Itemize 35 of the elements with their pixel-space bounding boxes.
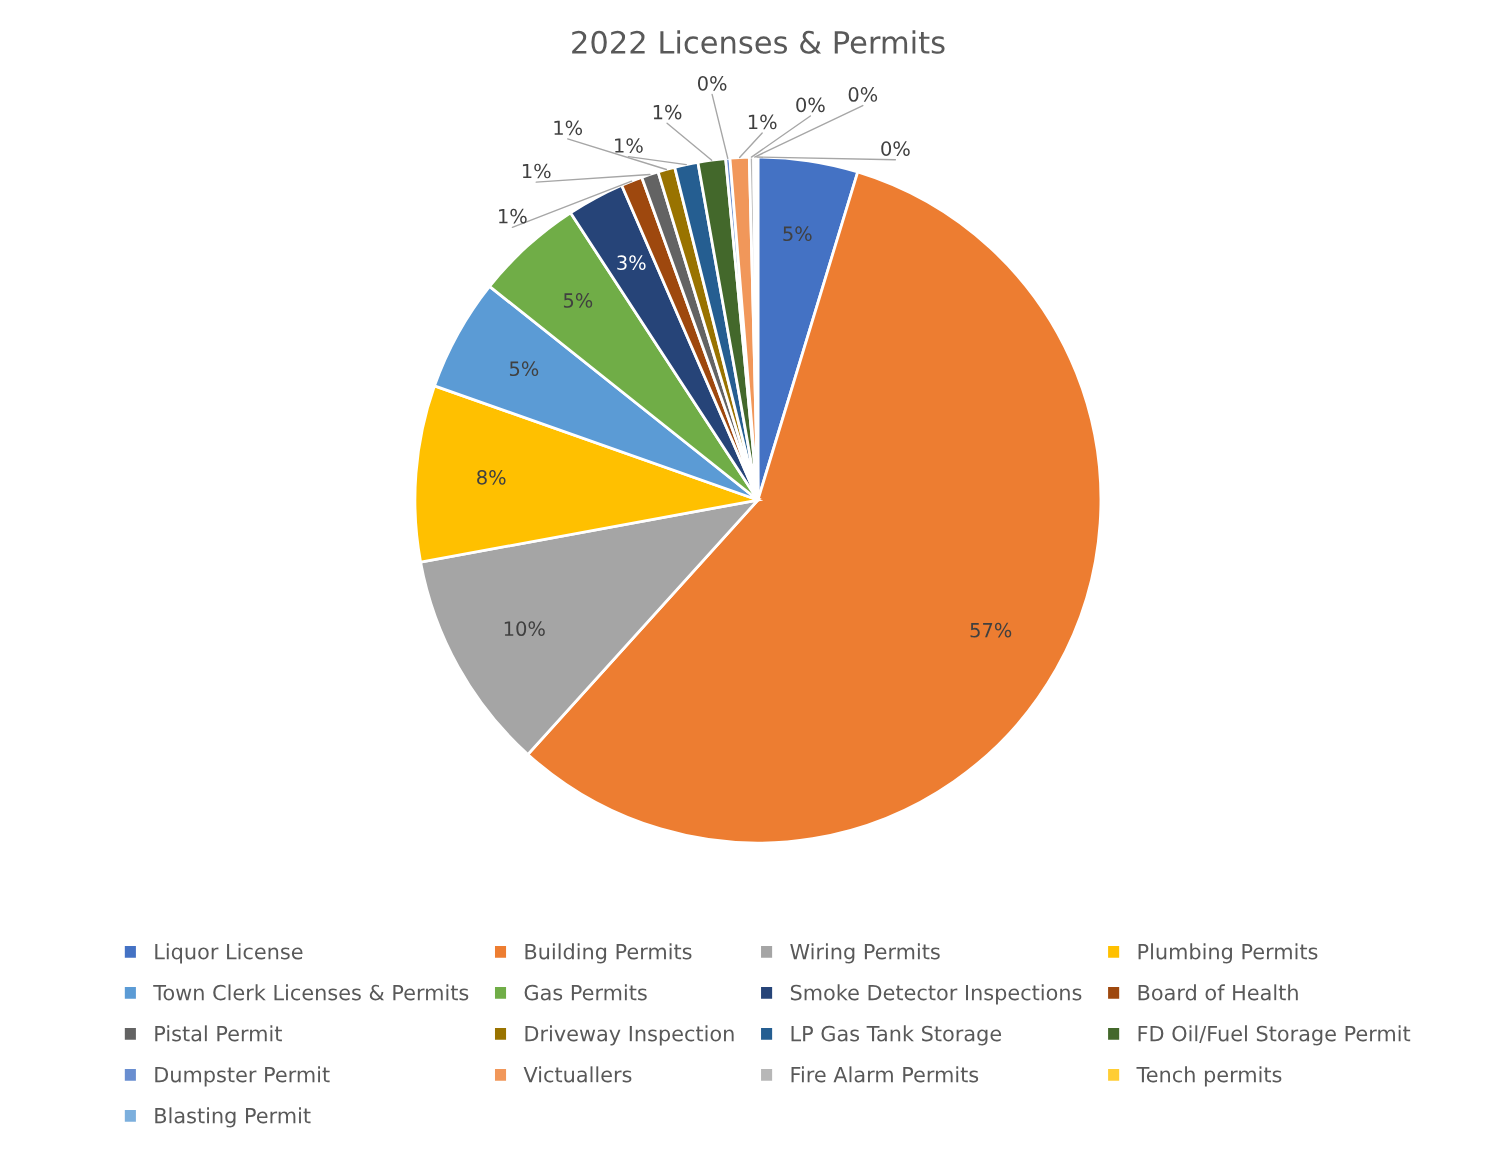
legend-label: Smoke Detector Inspections bbox=[790, 984, 1082, 1005]
legend-label: Plumbing Permits bbox=[1138, 943, 1318, 964]
legend-label: Wiring Permits bbox=[790, 943, 940, 964]
data-label: 0% bbox=[881, 141, 910, 156]
legend-label: Dumpster Permit bbox=[155, 1066, 330, 1087]
legend-label: Victuallers bbox=[523, 1066, 632, 1083]
data-label: 5% bbox=[509, 361, 539, 377]
legend-label: Blasting Permit bbox=[155, 1107, 311, 1128]
data-label: 0% bbox=[796, 97, 825, 113]
data-label: 1% bbox=[615, 138, 643, 153]
data-label: 0% bbox=[697, 75, 727, 91]
chart-title: 2022 Licenses & Permits bbox=[572, 30, 945, 54]
data-label: 8% bbox=[477, 469, 506, 485]
data-label: 1% bbox=[653, 104, 682, 120]
data-label: 5% bbox=[563, 293, 593, 308]
data-label: 1% bbox=[554, 120, 583, 136]
data-label: 1% bbox=[522, 163, 551, 179]
data-label: 57% bbox=[970, 622, 1012, 638]
legend-label: Driveway Inspection bbox=[525, 1025, 734, 1046]
legend-label: Town Clerk Licenses & Permits bbox=[153, 984, 469, 1001]
legend-label: Liquor License bbox=[155, 943, 303, 964]
legend-label: FD Oil/Fuel Storage Permit bbox=[1138, 1025, 1411, 1046]
data-label: 10% bbox=[504, 621, 545, 637]
legend-label: Fire Alarm Permits bbox=[791, 1066, 979, 1083]
data-label: 1% bbox=[499, 208, 527, 224]
legend-label: Pistal Permit bbox=[155, 1025, 282, 1042]
data-label: 3% bbox=[617, 255, 646, 271]
data-label: 5% bbox=[783, 226, 812, 242]
legend-label: Building Permits bbox=[525, 943, 692, 964]
legend-label: Board of Health bbox=[1138, 984, 1298, 1001]
data-label: 0% bbox=[848, 87, 878, 102]
legend-label: Gas Permits bbox=[524, 984, 647, 1001]
legend-label: LP Gas Tank Storage bbox=[791, 1025, 1002, 1046]
data-label: 1% bbox=[748, 114, 777, 130]
legend-label: Tench permits bbox=[1136, 1066, 1282, 1087]
